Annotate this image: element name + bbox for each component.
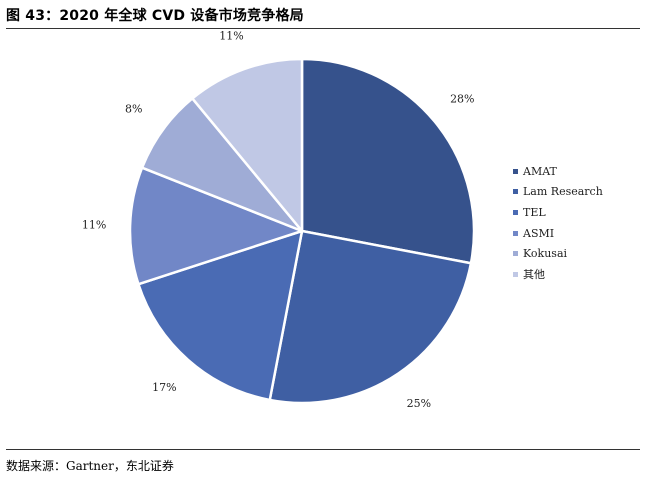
legend-item-4: Kokusai <box>513 243 603 264</box>
pie-slices <box>128 57 476 405</box>
legend-label-2: TEL <box>523 205 546 219</box>
legend: AMAT Lam Research TEL ASMI Kokusai 其他 <box>513 161 603 285</box>
legend-item-0: AMAT <box>513 161 603 182</box>
legend-label-1: Lam Research <box>523 185 603 199</box>
slice-labels: 28% 25% 17% 11% 8% 11% <box>82 29 475 410</box>
legend-item-3: ASMI <box>513 223 603 244</box>
slice-label-4: 8% <box>125 103 142 116</box>
pie-slice-0 <box>300 57 476 265</box>
legend-swatch-0 <box>513 168 518 174</box>
bottom-divider <box>6 449 640 450</box>
legend-swatch-4 <box>513 251 518 257</box>
source-note: 数据来源：Gartner，东北证券 <box>6 459 174 473</box>
legend-label-5: 其他 <box>523 268 545 282</box>
legend-label-4: Kokusai <box>523 247 568 261</box>
legend-swatch-3 <box>513 230 518 236</box>
legend-label-0: AMAT <box>523 164 557 178</box>
chart-title: 图 43：2020 年全球 CVD 设备市场竞争格局 <box>6 8 304 24</box>
slice-label-0: 28% <box>450 92 474 105</box>
slice-label-2: 17% <box>152 381 176 394</box>
legend-swatch-5 <box>513 271 518 277</box>
slice-label-1: 25% <box>407 397 431 410</box>
legend-swatch-1 <box>513 189 518 195</box>
slice-label-5: 11% <box>219 29 243 42</box>
legend-swatch-2 <box>513 209 518 215</box>
top-divider <box>6 28 640 29</box>
legend-item-1: Lam Research <box>513 182 603 203</box>
legend-item-5: 其他 <box>513 264 603 285</box>
pie-slice-2 <box>137 229 304 402</box>
legend-item-2: TEL <box>513 202 603 223</box>
pie-slice-3 <box>128 166 304 286</box>
slice-label-3: 11% <box>82 219 106 232</box>
pie-slice-5 <box>191 57 304 233</box>
pie-slice-1 <box>268 229 473 405</box>
legend-label-3: ASMI <box>523 226 555 240</box>
